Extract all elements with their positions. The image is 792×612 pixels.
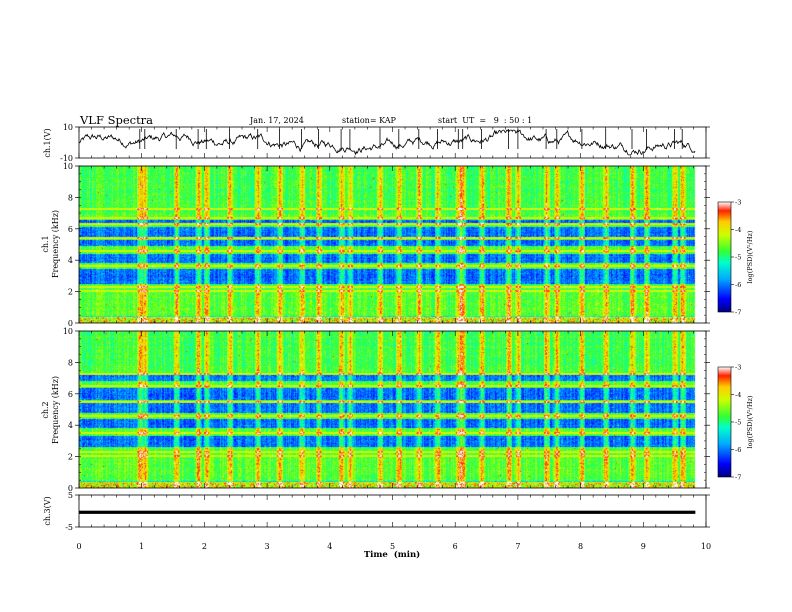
x-tick-label: 3 [265,542,270,551]
y-tick-label: 10 [63,327,73,336]
y-tick-label: 0 [68,484,73,493]
x-tick-label: 4 [327,542,332,551]
colorbar-tick-label: -7 [735,474,741,482]
ch1-colorbar: -3 -4 -5 -6 -7 log(PSD)(V²/Hz) [717,199,754,317]
ch3-y-ticks: 5 -5 [65,491,710,532]
ch1-waveform-panel: 10 -10 ch.1(V) [43,123,710,163]
ch2-colorbar-ticks: -3 -4 -5 -6 -7 [731,364,741,482]
ch1-spectrogram-channel-label: ch.1 [41,235,50,252]
y-tick-label: 5 [68,491,73,500]
x-tick-label: 8 [578,542,583,551]
ch1-trace [79,129,696,156]
y-tick-label: 10 [63,162,73,171]
colorbar-tick-label: -5 [735,254,741,262]
colorbar-tick-label: -7 [735,309,741,317]
ch2-spectrogram-panel: 0 2 4 6 8 10 ch.2 Frequency (kHz) [41,327,710,493]
y-tick-label: 10 [63,123,73,132]
y-tick-label: 8 [68,358,73,367]
y-tick-label: 4 [68,256,73,265]
time-axis-ticks: 0 1 2 3 4 5 6 7 8 9 10 [76,127,711,551]
colorbar-tick-label: -3 [735,364,741,372]
x-tick-label: 5 [390,542,395,551]
y-tick-label: 6 [68,225,73,234]
ch2-spectrogram-y-ticks: 0 2 4 6 8 10 [63,327,710,493]
ch1-spectrogram-heatmap [79,166,706,323]
ch1-colorbar-ticks: -3 -4 -5 -6 -7 [731,199,741,317]
ch2-spectrogram-channel-label: ch.2 [41,401,50,418]
colorbar-tick-label: -3 [735,199,741,207]
x-tick-label: 9 [641,542,646,551]
x-tick-label: 0 [76,542,81,551]
x-tick-label: 1 [139,542,144,551]
ch2-spectrogram-frequency-label: Frequency (kHz) [51,376,60,444]
ch1-spectrogram-panel: 0 2 4 6 8 10 ch.1 Frequency (kHz) [41,162,710,328]
ch3-y-axis-label: ch.3(V) [43,496,52,525]
ch1-y-ticks: 10 -10 [60,123,710,163]
y-tick-label: 2 [68,453,73,462]
y-tick-label: 0 [68,319,73,328]
figure-title: VLF Spectra [79,113,153,127]
colorbar-tick-label: -6 [735,446,741,454]
ch3-waveform-panel: 5 -5 ch.3(V) [43,491,710,532]
colorbar-tick-label: -4 [735,391,741,399]
y-tick-label: -10 [60,154,73,163]
ch2-colorbar-label: log(PSD)(V²/Hz) [746,395,754,448]
start-time-label: start UT = 9 : 50 : 1 [438,116,532,125]
ch1-y-axis-label: ch.1(V) [43,128,52,157]
date-label: Jan. 17, 2024 [249,116,304,125]
ch1-spectrogram-frequency-label: Frequency (kHz) [51,210,60,278]
colorbar-tick-label: -6 [735,281,741,289]
ch2-colorbar: -3 -4 -5 -6 -7 log(PSD)(V²/Hz) [717,364,754,482]
colorbar-tick-label: -4 [735,226,741,234]
y-tick-label: 8 [68,193,73,202]
ch2-spectrogram-heatmap [79,331,706,488]
ch3-trace [79,510,696,514]
y-tick-label: -5 [65,523,73,532]
x-tick-label: 7 [515,542,520,551]
x-tick-label: 10 [701,542,711,551]
y-tick-label: 4 [68,421,73,430]
x-tick-label: 6 [453,542,458,551]
y-tick-label: 6 [68,390,73,399]
ch1-spectrogram-y-ticks: 0 2 4 6 8 10 [63,162,710,328]
time-axis-label: Time (min) [364,549,420,560]
y-tick-label: 2 [68,288,73,297]
colorbar-tick-label: -5 [735,419,741,427]
ch1-colorbar-label: log(PSD)(V²/Hz) [746,230,754,283]
x-tick-label: 2 [202,542,207,551]
station-label: station= KAP [342,116,397,125]
